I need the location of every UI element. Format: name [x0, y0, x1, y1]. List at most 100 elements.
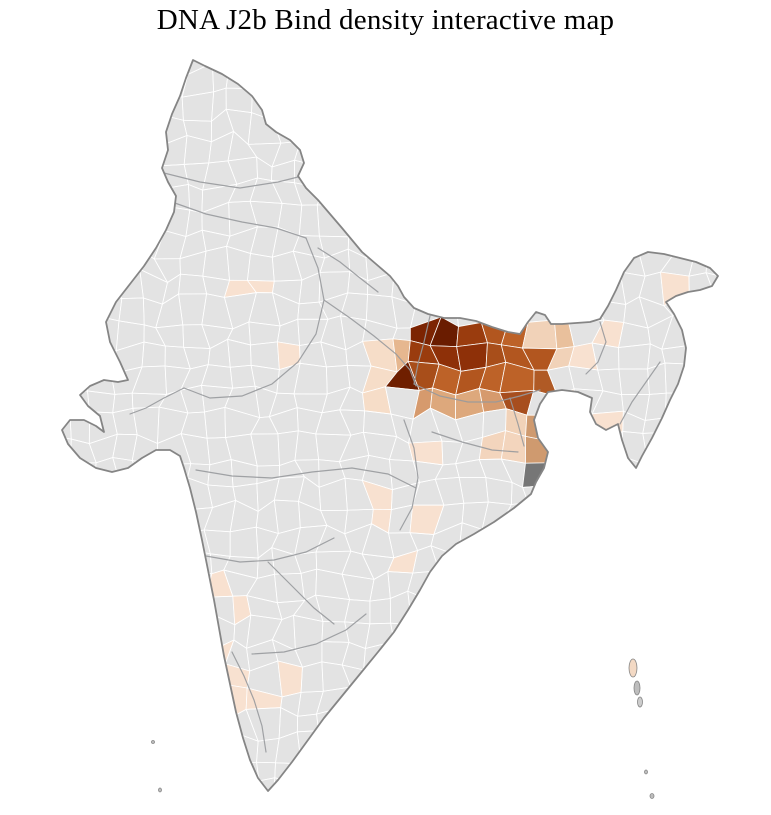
district-cell[interactable] — [462, 98, 483, 121]
district-cell[interactable] — [432, 802, 459, 815]
district-cell[interactable] — [452, 140, 481, 160]
district-cell[interactable] — [86, 799, 120, 815]
district-cell[interactable] — [114, 616, 138, 651]
district-cell[interactable] — [163, 761, 188, 786]
district-cell[interactable] — [50, 227, 71, 252]
district-cell[interactable] — [708, 182, 741, 214]
district-cell[interactable] — [456, 660, 490, 687]
district-cell[interactable] — [731, 134, 758, 161]
district-cell[interactable] — [390, 799, 418, 815]
district-cell[interactable] — [547, 162, 582, 191]
district-cell[interactable] — [203, 684, 233, 719]
district-cell[interactable] — [684, 407, 719, 437]
district-cell[interactable] — [730, 784, 754, 805]
district-cell[interactable] — [618, 499, 644, 535]
district-cell[interactable] — [639, 713, 667, 744]
district-cell[interactable] — [318, 108, 345, 146]
district-cell[interactable] — [202, 799, 230, 815]
district-cell[interactable] — [256, 777, 276, 810]
district-cell[interactable] — [711, 501, 738, 531]
district-cell[interactable] — [689, 182, 711, 211]
district-cell[interactable] — [479, 112, 512, 145]
district-cell[interactable] — [682, 113, 712, 142]
district-cell[interactable] — [685, 763, 715, 788]
district-cell[interactable] — [182, 799, 209, 815]
district-cell[interactable] — [271, 63, 305, 100]
district-cell[interactable] — [431, 600, 460, 622]
district-cell[interactable] — [87, 348, 117, 375]
district-cell[interactable] — [529, 800, 558, 815]
district-cell[interactable] — [668, 546, 689, 583]
district-cell[interactable] — [131, 754, 166, 785]
district-cell[interactable] — [316, 91, 346, 115]
district-cell[interactable] — [362, 68, 392, 95]
district-cell[interactable] — [109, 709, 146, 734]
district-cell[interactable] — [18, 111, 51, 139]
district-cell[interactable] — [476, 799, 505, 815]
district-cell[interactable] — [139, 692, 166, 715]
district-cell[interactable] — [131, 113, 165, 145]
district-cell[interactable] — [731, 621, 763, 649]
district-cell[interactable] — [549, 431, 572, 468]
district-cell[interactable] — [639, 598, 674, 629]
district-cell[interactable] — [431, 570, 460, 602]
district-cell[interactable] — [131, 141, 166, 168]
district-cell[interactable] — [91, 500, 112, 536]
district-cell[interactable] — [418, 638, 441, 673]
district-cell[interactable] — [592, 641, 624, 670]
district-cell[interactable] — [590, 61, 629, 100]
district-cell[interactable] — [18, 87, 48, 113]
district-cell[interactable] — [22, 593, 52, 625]
district-cell[interactable] — [134, 732, 165, 766]
district-cell[interactable] — [225, 51, 260, 74]
district-cell[interactable] — [578, 669, 605, 693]
district-cell[interactable] — [613, 598, 648, 629]
district-cell[interactable] — [639, 576, 670, 600]
district-cell[interactable] — [91, 478, 120, 510]
district-cell[interactable] — [706, 666, 736, 695]
district-cell[interactable] — [642, 479, 667, 503]
district-cell[interactable] — [535, 689, 551, 712]
district-cell[interactable] — [573, 43, 605, 77]
district-cell[interactable] — [546, 112, 576, 134]
district-cell[interactable] — [687, 717, 718, 743]
district-cell[interactable] — [86, 222, 121, 257]
district-cell[interactable] — [84, 731, 111, 763]
district-cell[interactable] — [641, 755, 669, 784]
district-cell[interactable] — [393, 246, 421, 284]
district-cell[interactable] — [568, 499, 596, 530]
district-cell[interactable] — [571, 227, 598, 260]
island[interactable] — [158, 787, 162, 793]
district-cell[interactable] — [647, 120, 674, 140]
district-cell[interactable] — [640, 63, 664, 94]
district-cell[interactable] — [660, 523, 695, 549]
district-cell[interactable] — [131, 186, 161, 206]
district-cell[interactable] — [599, 600, 626, 624]
district-cell[interactable] — [620, 733, 643, 764]
district-cell[interactable] — [522, 641, 556, 669]
district-cell[interactable] — [386, 753, 417, 784]
district-cell[interactable] — [510, 115, 532, 140]
district-cell[interactable] — [296, 64, 321, 93]
district-cell[interactable] — [545, 227, 576, 260]
district-cell[interactable] — [618, 801, 647, 815]
district-cell[interactable] — [19, 733, 51, 764]
district-cell[interactable] — [682, 500, 716, 531]
district-cell[interactable] — [21, 317, 43, 342]
district-cell[interactable] — [734, 177, 763, 212]
district-cell[interactable] — [475, 256, 512, 272]
district-cell[interactable] — [18, 372, 48, 392]
district-cell[interactable] — [87, 280, 123, 300]
district-cell[interactable] — [158, 526, 181, 559]
district-cell[interactable] — [367, 157, 396, 183]
district-cell[interactable] — [500, 665, 537, 691]
district-cell[interactable] — [717, 407, 733, 435]
district-cell[interactable] — [690, 71, 714, 99]
district-cell[interactable] — [453, 248, 488, 276]
district-cell[interactable] — [110, 644, 145, 669]
district-cell[interactable] — [708, 158, 742, 186]
district-cell[interactable] — [708, 315, 740, 352]
district-cell[interactable] — [40, 619, 75, 651]
district-cell[interactable] — [707, 226, 736, 259]
